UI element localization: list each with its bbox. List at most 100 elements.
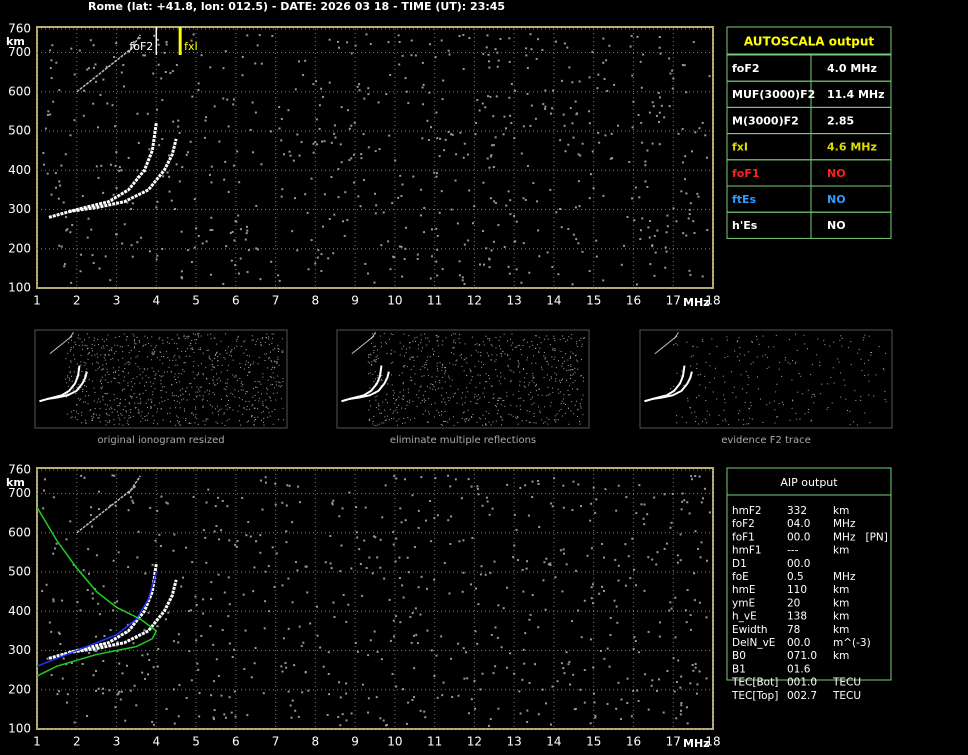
noise-dot bbox=[245, 390, 247, 392]
noise-dot bbox=[314, 140, 317, 143]
x-tick-label: 2 bbox=[73, 294, 81, 308]
noise-dot bbox=[479, 573, 482, 576]
noise-dot bbox=[571, 374, 573, 376]
noise-dot bbox=[125, 410, 127, 412]
noise-dot bbox=[367, 711, 370, 714]
noise-dot bbox=[516, 418, 518, 420]
noise-dot bbox=[748, 407, 750, 409]
noise-dot bbox=[605, 59, 608, 62]
noise-dot bbox=[647, 556, 650, 559]
noise-dot bbox=[524, 484, 527, 487]
noise-dot bbox=[346, 219, 349, 222]
noise-dot bbox=[173, 395, 175, 397]
noise-dot bbox=[373, 281, 376, 284]
noise-dot bbox=[507, 265, 510, 268]
noise-dot bbox=[269, 351, 271, 353]
noise-dot bbox=[236, 345, 238, 347]
noise-dot bbox=[400, 245, 403, 248]
noise-dot bbox=[309, 622, 312, 625]
noise-dot bbox=[107, 392, 109, 394]
noise-dot bbox=[595, 255, 598, 258]
noise-dot bbox=[542, 103, 545, 106]
noise-dot bbox=[270, 384, 272, 386]
noise-dot bbox=[582, 414, 584, 416]
noise-dot bbox=[112, 559, 115, 562]
noise-dot bbox=[632, 648, 635, 651]
noise-dot bbox=[315, 118, 318, 121]
noise-dot bbox=[270, 400, 272, 402]
noise-dot bbox=[226, 98, 229, 101]
noise-dot bbox=[260, 342, 262, 344]
noise-dot bbox=[537, 626, 540, 629]
noise-dot bbox=[696, 547, 699, 550]
noise-dot bbox=[840, 396, 842, 398]
noise-dot bbox=[345, 692, 348, 695]
thumbnail-trace bbox=[370, 331, 376, 340]
noise-dot bbox=[103, 340, 105, 342]
noise-dot bbox=[367, 697, 370, 700]
noise-dot bbox=[624, 584, 627, 587]
noise-dot bbox=[637, 651, 640, 654]
noise-dot bbox=[420, 334, 422, 336]
noise-dot bbox=[329, 562, 332, 565]
noise-dot bbox=[444, 138, 447, 141]
noise-dot bbox=[288, 484, 291, 487]
noise-dot bbox=[559, 380, 561, 382]
noise-dot bbox=[698, 395, 700, 397]
noise-dot bbox=[562, 506, 565, 509]
noise-dot bbox=[106, 412, 108, 414]
noise-dot bbox=[507, 190, 510, 193]
noise-dot bbox=[108, 354, 110, 356]
noise-dot bbox=[528, 421, 530, 423]
noise-dot bbox=[222, 282, 225, 285]
noise-dot bbox=[195, 639, 198, 642]
noise-dot bbox=[42, 163, 45, 166]
noise-dot bbox=[252, 363, 254, 365]
x-tick-label: 18 bbox=[705, 294, 720, 308]
noise-dot bbox=[304, 671, 307, 674]
noise-dot bbox=[195, 396, 197, 398]
noise-dot bbox=[398, 40, 401, 43]
noise-dot bbox=[833, 341, 835, 343]
noise-dot bbox=[365, 33, 368, 36]
noise-dot bbox=[758, 343, 760, 345]
noise-dot bbox=[431, 384, 433, 386]
noise-dot bbox=[95, 689, 98, 692]
noise-dot bbox=[520, 397, 522, 399]
aip-cell: foF1 bbox=[732, 531, 755, 543]
noise-dot bbox=[249, 371, 251, 373]
noise-dot bbox=[473, 205, 476, 208]
y-tick-label: 100 bbox=[8, 281, 31, 295]
noise-dot bbox=[330, 567, 333, 570]
noise-dot bbox=[271, 546, 274, 549]
noise-dot bbox=[67, 376, 69, 378]
noise-dot bbox=[590, 502, 593, 505]
noise-dot bbox=[52, 598, 55, 601]
noise-dot bbox=[784, 357, 786, 359]
noise-dot bbox=[868, 359, 870, 361]
noise-dot bbox=[238, 390, 240, 392]
noise-dot bbox=[66, 701, 69, 704]
noise-dot bbox=[433, 517, 436, 520]
noise-dot bbox=[506, 391, 508, 393]
noise-dot bbox=[294, 561, 297, 564]
noise-dot bbox=[99, 94, 102, 97]
noise-dot bbox=[302, 641, 305, 644]
noise-dot bbox=[359, 205, 362, 208]
noise-dot bbox=[274, 348, 276, 350]
noise-dot bbox=[218, 409, 220, 411]
noise-dot bbox=[108, 374, 110, 376]
noise-dot bbox=[819, 361, 821, 363]
noise-dot bbox=[339, 724, 342, 727]
noise-dot bbox=[491, 144, 494, 147]
noise-dot bbox=[175, 424, 177, 426]
noise-dot bbox=[571, 283, 574, 286]
noise-dot bbox=[146, 112, 149, 115]
noise-dot bbox=[631, 197, 634, 200]
noise-dot bbox=[121, 414, 123, 416]
noise-dot bbox=[362, 133, 365, 136]
noise-dot bbox=[87, 403, 89, 405]
noise-dot bbox=[544, 358, 546, 360]
noise-dot bbox=[207, 488, 210, 491]
noise-dot bbox=[480, 355, 482, 357]
